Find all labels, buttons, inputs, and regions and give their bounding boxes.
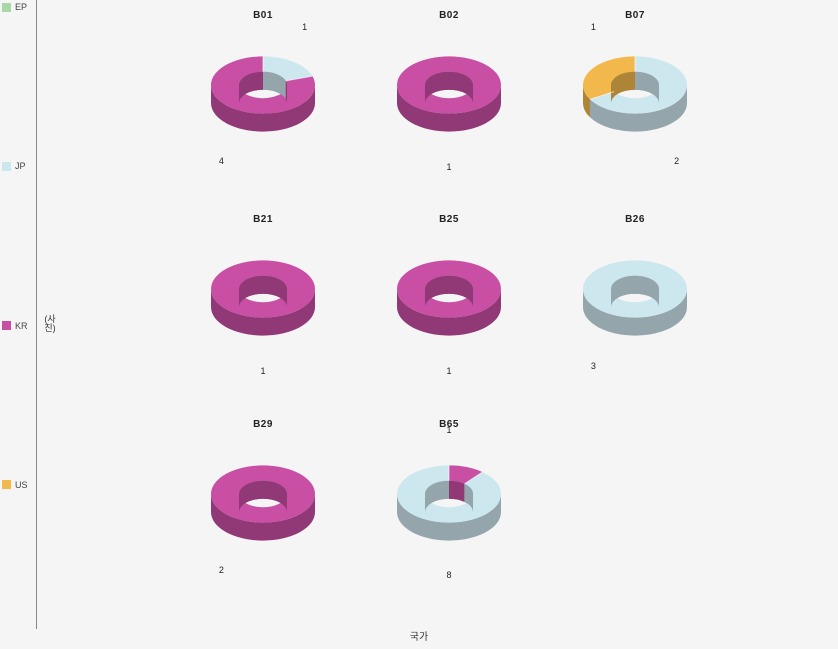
chart-page: EPJPKRUS (사진) B0114B021B0721B211B251B263… <box>0 0 838 649</box>
slice-value-label: 8 <box>446 570 451 580</box>
donut-svg <box>384 233 514 363</box>
donut-b25: B25 1 <box>366 214 532 408</box>
donut-b26: B26 3 <box>552 214 718 408</box>
donut-b21: B21 1 <box>180 214 346 408</box>
donut-graphic: 2 <box>198 438 328 568</box>
donut-b01: B0114 <box>180 10 346 204</box>
slice-value-label: 2 <box>219 565 224 575</box>
slice-value-label: 1 <box>446 425 451 435</box>
slice-value-label: 1 <box>591 22 596 32</box>
donut-svg <box>198 29 328 159</box>
slice-value-label: 1 <box>260 366 265 376</box>
donut-svg <box>570 233 700 363</box>
donut-graphic: 18 <box>384 438 514 568</box>
legend-item-us: US <box>2 480 32 490</box>
donut-title: B26 <box>625 214 645 225</box>
donut-graphic: 3 <box>570 233 700 363</box>
slice-value-label: 4 <box>219 156 224 166</box>
donut-title: B02 <box>439 10 459 21</box>
donut-graphic: 14 <box>198 29 328 159</box>
donut-graphic: 1 <box>384 233 514 363</box>
y-axis-caption: (사진) <box>42 315 58 335</box>
donut-title: B25 <box>439 214 459 225</box>
slice-value-label: 2 <box>674 156 679 166</box>
legend: EP JP KR US <box>2 0 32 640</box>
donut-title: B01 <box>253 10 273 21</box>
donut-svg <box>570 29 700 159</box>
donut-svg <box>384 438 514 568</box>
x-axis-label: 국가 <box>410 628 428 643</box>
slice-value-label: 1 <box>446 366 451 376</box>
donut-b29: B29 2 <box>180 419 346 613</box>
y-axis-line <box>36 0 37 629</box>
donut-b07: B0721 <box>552 10 718 204</box>
legend-item-jp: JP <box>2 161 32 171</box>
donut-title: B29 <box>253 419 273 430</box>
legend-label: JP <box>15 161 26 171</box>
donut-svg <box>198 438 328 568</box>
chart-grid: B0114B021B0721B211B251B263B292B6518 <box>60 0 838 623</box>
donut-svg <box>384 29 514 159</box>
slice-value-label: 1 <box>446 162 451 172</box>
donut-title: B07 <box>625 10 645 21</box>
donut-graphic: 21 <box>570 29 700 159</box>
donut-b65: B6518 <box>366 419 532 613</box>
legend-label: US <box>15 480 28 490</box>
legend-label: KR <box>15 321 28 331</box>
legend-label: EP <box>15 2 27 12</box>
legend-item-ep: EP <box>2 2 32 12</box>
legend-item-kr: KR <box>2 321 32 331</box>
slice-value-label: 1 <box>302 22 307 32</box>
legend-swatch-kr <box>2 321 11 330</box>
donut-graphic: 1 <box>384 29 514 159</box>
donut-b02: B02 1 <box>366 10 532 204</box>
legend-swatch-us <box>2 480 11 489</box>
donut-svg <box>198 233 328 363</box>
plot-area: B0114B021B0721B211B251B263B292B6518 <box>60 0 838 623</box>
donut-title: B21 <box>253 214 273 225</box>
donut-graphic: 1 <box>198 233 328 363</box>
legend-swatch-ep <box>2 3 11 12</box>
legend-swatch-jp <box>2 162 11 171</box>
slice-value-label: 3 <box>591 361 596 371</box>
